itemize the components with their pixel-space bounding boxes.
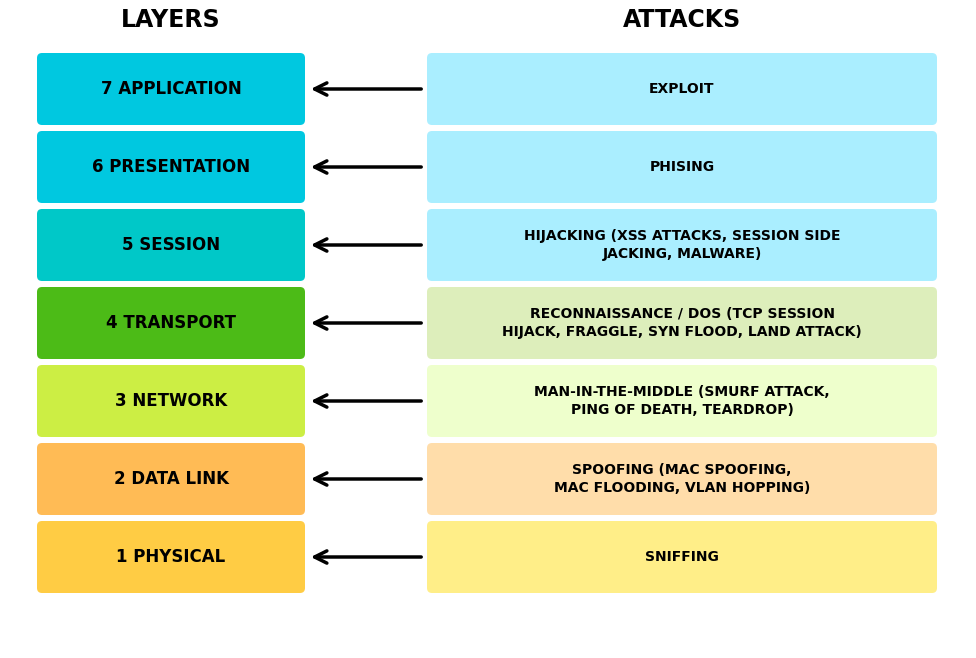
Text: 1 PHYSICAL: 1 PHYSICAL xyxy=(116,548,225,566)
Text: MAN-IN-THE-MIDDLE (SMURF ATTACK,
PING OF DEATH, TEARDROP): MAN-IN-THE-MIDDLE (SMURF ATTACK, PING OF… xyxy=(534,385,830,417)
FancyBboxPatch shape xyxy=(37,131,305,203)
Text: SPOOFING (MAC SPOOFING,
MAC FLOODING, VLAN HOPPING): SPOOFING (MAC SPOOFING, MAC FLOODING, VL… xyxy=(553,463,810,495)
FancyBboxPatch shape xyxy=(427,131,937,203)
Text: 7 APPLICATION: 7 APPLICATION xyxy=(101,80,241,98)
FancyBboxPatch shape xyxy=(427,287,937,359)
FancyBboxPatch shape xyxy=(37,365,305,437)
Text: PHISING: PHISING xyxy=(649,160,714,174)
Text: 2 DATA LINK: 2 DATA LINK xyxy=(113,470,228,488)
FancyBboxPatch shape xyxy=(427,521,937,593)
FancyBboxPatch shape xyxy=(427,209,937,281)
Text: ATTACKS: ATTACKS xyxy=(623,8,741,32)
Text: 5 SESSION: 5 SESSION xyxy=(122,236,220,254)
Text: LAYERS: LAYERS xyxy=(121,8,221,32)
Text: 4 TRANSPORT: 4 TRANSPORT xyxy=(106,314,236,332)
FancyBboxPatch shape xyxy=(427,443,937,515)
Text: 3 NETWORK: 3 NETWORK xyxy=(115,392,227,410)
FancyBboxPatch shape xyxy=(427,365,937,437)
Text: RECONNAISSANCE / DOS (TCP SESSION
HIJACK, FRAGGLE, SYN FLOOD, LAND ATTACK): RECONNAISSANCE / DOS (TCP SESSION HIJACK… xyxy=(502,307,862,340)
FancyBboxPatch shape xyxy=(37,53,305,125)
FancyBboxPatch shape xyxy=(37,209,305,281)
Text: EXPLOIT: EXPLOIT xyxy=(649,82,714,96)
FancyBboxPatch shape xyxy=(427,53,937,125)
Text: SNIFFING: SNIFFING xyxy=(645,550,719,564)
FancyBboxPatch shape xyxy=(37,443,305,515)
FancyBboxPatch shape xyxy=(37,287,305,359)
Text: 6 PRESENTATION: 6 PRESENTATION xyxy=(92,158,250,176)
Text: HIJACKING (XSS ATTACKS, SESSION SIDE
JACKING, MALWARE): HIJACKING (XSS ATTACKS, SESSION SIDE JAC… xyxy=(524,229,840,261)
FancyBboxPatch shape xyxy=(37,521,305,593)
